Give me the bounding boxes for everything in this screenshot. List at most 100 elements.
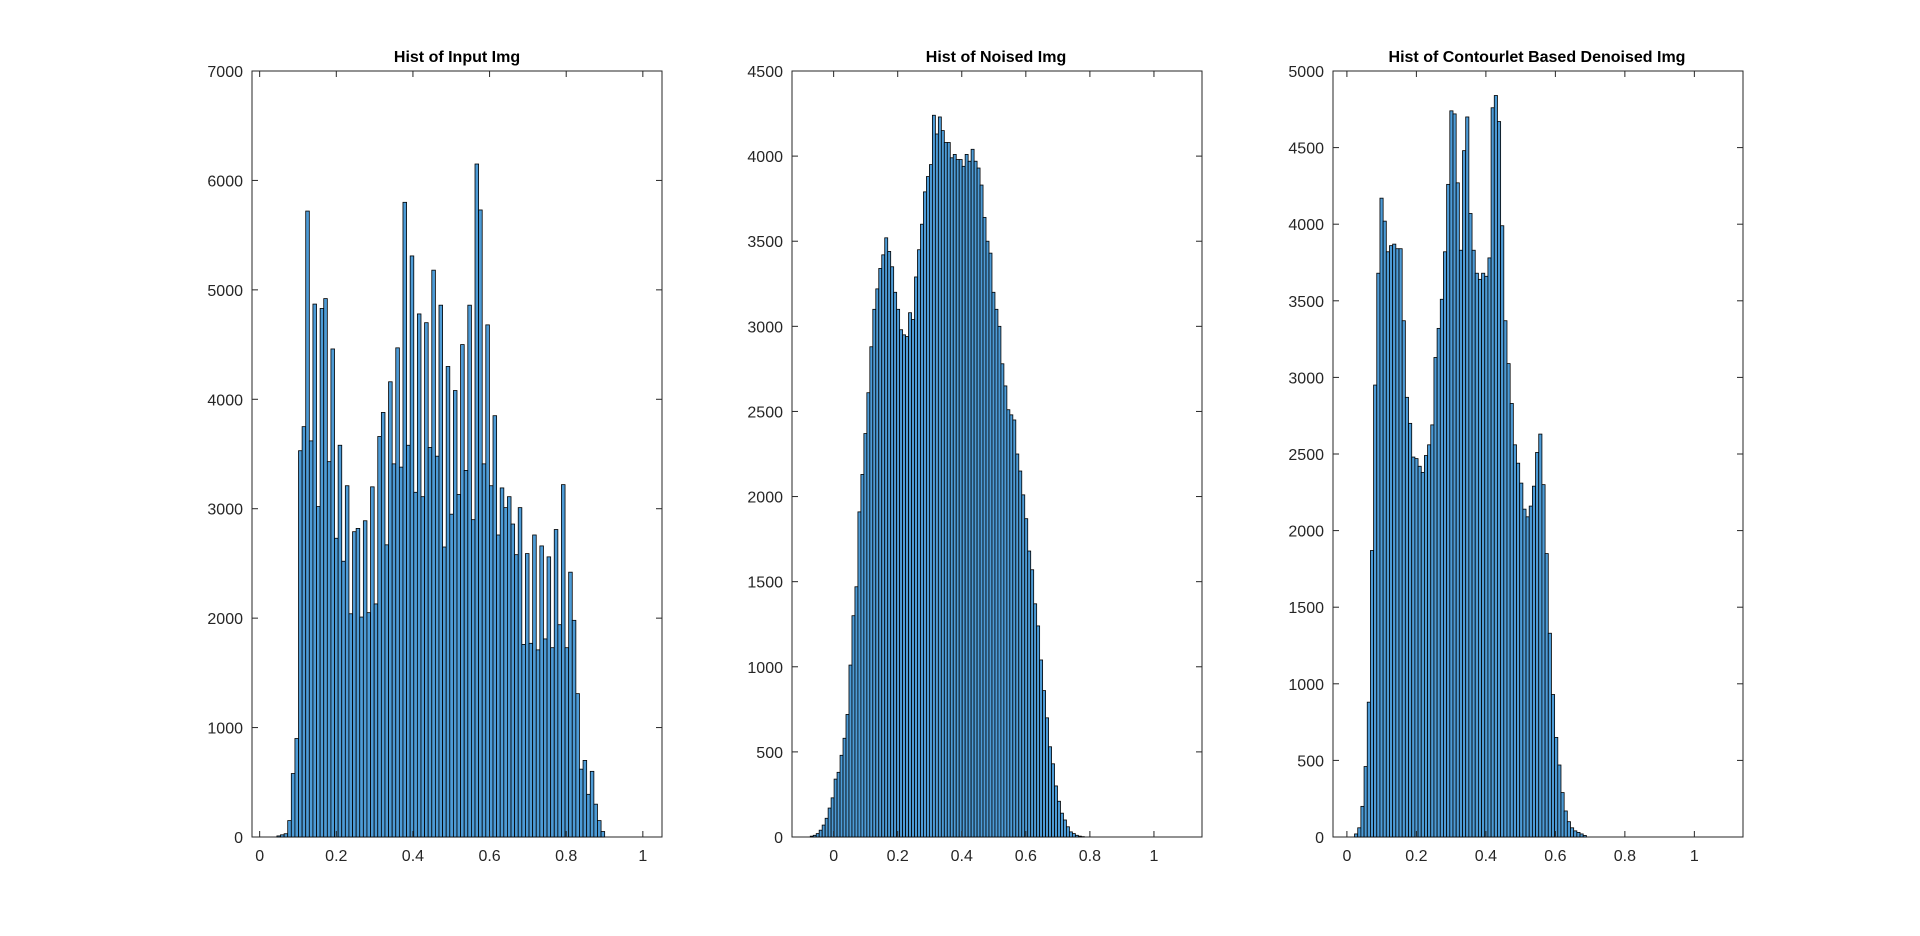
histogram-bar <box>917 249 921 838</box>
histogram-bar <box>824 817 829 838</box>
histogram-bar <box>276 835 281 838</box>
histogram-bar <box>1531 485 1536 838</box>
histogram-bar <box>579 768 584 838</box>
histogram-bar <box>287 820 292 838</box>
histogram-bar <box>1060 812 1064 838</box>
histogram-bar <box>1541 484 1546 838</box>
histogram-bar <box>973 160 978 838</box>
histogram-bar <box>815 833 820 838</box>
y-tick-label: 5000 <box>1288 64 1324 81</box>
histogram-bar <box>985 240 990 838</box>
histogram-bar <box>600 831 606 838</box>
histogram-bar <box>1370 550 1375 838</box>
histogram-bar <box>1018 470 1023 838</box>
histogram-bar <box>593 803 598 838</box>
histogram-bar <box>528 642 534 838</box>
histogram-bar <box>988 252 993 838</box>
histogram-bar <box>1551 694 1556 838</box>
histogram-bar <box>294 738 299 838</box>
histogram-bar <box>445 366 451 838</box>
histogram-bar <box>492 415 498 838</box>
histogram-bar <box>1054 785 1058 838</box>
histogram-bar <box>976 167 981 838</box>
y-tick-label: 2500 <box>747 404 783 421</box>
histogram-bar <box>514 554 519 838</box>
histogram-bar <box>467 304 472 838</box>
histogram-bar <box>420 496 425 838</box>
y-tick-label: 4000 <box>1288 217 1324 234</box>
histogram-bar <box>970 148 975 838</box>
x-tick-label: 0 <box>829 848 838 865</box>
histogram-bar <box>1069 831 1073 838</box>
histogram-bar <box>1417 465 1422 838</box>
histogram-bar <box>1033 603 1038 838</box>
y-tick-label: 4500 <box>747 64 783 81</box>
histogram-bar <box>539 545 544 838</box>
y-tick-label: 3500 <box>747 234 783 251</box>
histogram-bar <box>1408 422 1413 838</box>
histogram-bar <box>1570 827 1575 838</box>
histogram-bar <box>1045 717 1049 838</box>
histogram-bar <box>1382 220 1387 838</box>
histogram-bar <box>857 511 862 838</box>
histogram-bar <box>1376 272 1381 838</box>
histogram-bar <box>1509 403 1514 838</box>
y-tick-label: 4500 <box>1288 141 1324 158</box>
y-tick-label: 3000 <box>747 319 783 336</box>
histogram-bar <box>395 347 400 838</box>
histogram-bar <box>1471 249 1476 838</box>
histogram-bar <box>1414 458 1419 838</box>
histogram-bar <box>1373 384 1378 838</box>
histogram-bar <box>1547 632 1552 838</box>
histogram-bar <box>1436 327 1441 838</box>
histogram-bar <box>1573 830 1578 838</box>
histogram-bar <box>1538 433 1543 838</box>
histogram-bar <box>997 325 1002 838</box>
x-tick-label: 0.8 <box>555 848 577 865</box>
histogram-bar <box>312 303 317 838</box>
chart-title: Hist of Input Img <box>394 49 520 66</box>
histogram-bar <box>535 649 541 838</box>
histogram-bar <box>1582 835 1587 838</box>
y-tick-label: 5000 <box>207 283 243 300</box>
histogram-bar <box>1516 462 1521 838</box>
y-tick-label: 7000 <box>207 64 243 81</box>
x-tick-label: 0.4 <box>1475 848 1497 865</box>
histogram-bar <box>1006 409 1011 838</box>
histogram-bar <box>934 133 939 838</box>
histogram-bar <box>409 255 415 838</box>
histogram-bar <box>359 616 364 838</box>
histogram-bar <box>964 154 969 838</box>
histogram-bar <box>589 770 595 838</box>
histogram-bar <box>489 485 494 838</box>
histogram-bar <box>1433 357 1438 838</box>
histogram-bar <box>1411 456 1416 838</box>
y-tick-label: 0 <box>234 830 243 847</box>
histogram-bar <box>1404 396 1409 838</box>
histogram-bar <box>391 463 397 838</box>
histogram-bar <box>298 450 303 838</box>
histogram-bar <box>481 463 487 838</box>
histogram-bar <box>1036 625 1041 838</box>
histogram-bar <box>1497 121 1502 838</box>
histogram-bar <box>1392 243 1397 838</box>
y-tick-label: 3500 <box>1288 294 1324 311</box>
histogram-bar <box>1576 832 1581 838</box>
histogram-bar <box>1366 701 1371 838</box>
histogram-bar <box>553 529 559 838</box>
histogram-bar <box>863 433 868 838</box>
histogram-bar <box>460 344 465 838</box>
x-tick-label: 0.8 <box>1614 848 1636 865</box>
histogram-bar <box>1528 505 1533 838</box>
histogram-bar <box>929 164 933 838</box>
histogram-bar <box>517 507 523 838</box>
histogram-bar <box>931 114 936 838</box>
histogram-bar <box>926 176 930 838</box>
histogram-bar <box>1354 833 1359 838</box>
histogram-bar <box>1379 197 1384 838</box>
histogram-bar <box>352 531 357 838</box>
histogram-bar <box>890 266 895 838</box>
y-tick-label: 3000 <box>1288 370 1324 387</box>
histogram-bar <box>427 447 433 838</box>
